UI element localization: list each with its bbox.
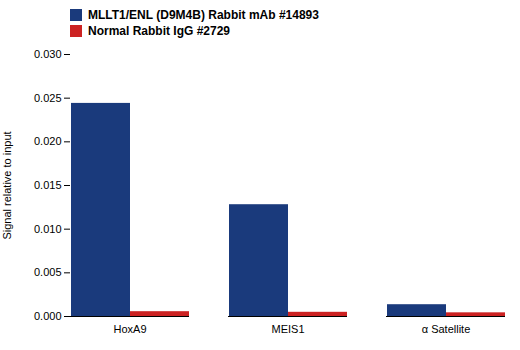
svg-text:0.005: 0.005 (34, 266, 62, 278)
svg-text:0.020: 0.020 (34, 135, 62, 147)
svg-text:α Satellite: α Satellite (422, 323, 471, 335)
svg-text:Signal relative to input: Signal relative to input (1, 131, 13, 239)
svg-text:HoxA9: HoxA9 (113, 323, 146, 335)
html-text:Normal Rabbit IgG #2729: Normal Rabbit IgG #2729 (88, 24, 230, 38)
svg-text:0.025: 0.025 (34, 92, 62, 104)
svg-text:0.030: 0.030 (34, 48, 62, 60)
svg-text:0.000: 0.000 (34, 310, 62, 322)
svg-text:MEIS1: MEIS1 (271, 323, 304, 335)
svg-text:0.010: 0.010 (34, 223, 62, 235)
svg-text:0.015: 0.015 (34, 179, 62, 191)
html-text:MLLT1/ENL (D9M4B) Rabbit mAb #: MLLT1/ENL (D9M4B) Rabbit mAb #14893 (88, 8, 319, 22)
